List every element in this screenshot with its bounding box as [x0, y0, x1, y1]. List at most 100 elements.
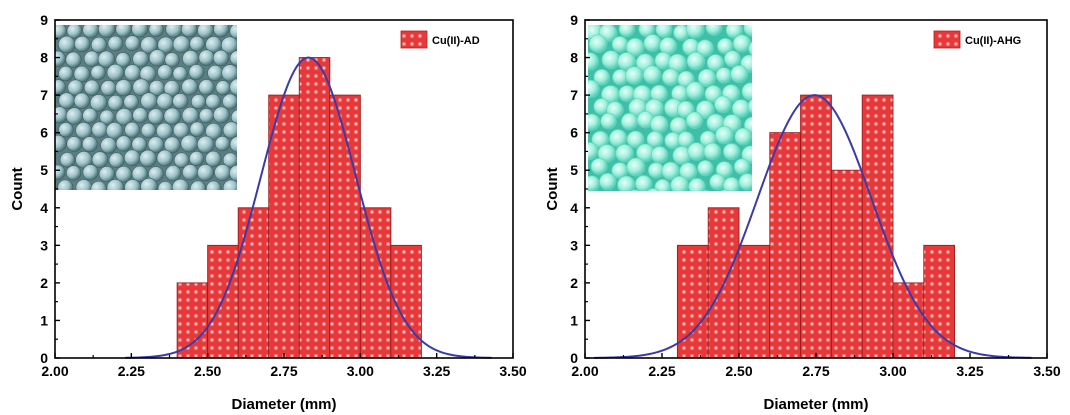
bead: [196, 135, 215, 154]
bead: [75, 122, 93, 140]
bead: [131, 165, 148, 182]
bead: [670, 175, 689, 191]
bead: [686, 51, 706, 71]
bead: [115, 79, 133, 97]
bead: [164, 52, 180, 68]
bead: [214, 136, 231, 152]
bead: [55, 25, 67, 39]
bead: [173, 152, 190, 169]
bead: [131, 25, 149, 38]
bead: [229, 164, 237, 182]
inset-photo: [55, 25, 237, 190]
bead: [617, 52, 636, 71]
bead: [620, 112, 639, 131]
bead: [722, 177, 740, 191]
histogram-bars: [676, 94, 956, 359]
bead: [97, 50, 116, 68]
x-axis-ticks: 2.00 2.25 2.50 2.75 3.00 3.25 3.50: [571, 353, 1061, 379]
x-tick-label: 2.25: [648, 363, 675, 379]
x-tick-label: 2.00: [571, 363, 598, 379]
bead: [717, 38, 734, 55]
bead: [82, 164, 99, 181]
bead: [730, 192, 748, 210]
histogram-bar-1: [176, 282, 209, 359]
bead: [617, 175, 636, 191]
bead: [89, 94, 108, 112]
y-tick-label: 3: [570, 237, 578, 253]
bead: [115, 25, 132, 38]
y-tick-label: 1: [40, 312, 48, 328]
bead: [123, 149, 141, 167]
bead: [608, 195, 624, 211]
y-tick-label: 3: [40, 237, 48, 253]
bead: [66, 25, 83, 39]
normal-fit-curve: [594, 94, 1032, 359]
bead: [165, 25, 183, 38]
histogram-bar-3: [237, 207, 270, 359]
bead: [55, 50, 66, 67]
bead: [55, 134, 67, 153]
bead: [157, 180, 174, 190]
histogram-bar-6: [830, 169, 863, 359]
bead: [156, 92, 174, 110]
bead: [629, 189, 640, 191]
bead: [221, 64, 237, 82]
y-tick-label: 8: [40, 50, 48, 66]
chart-panel-2: 2.00 2.25 2.50 2.75 3.00 3.25 3.50 0123456789 …: [544, 12, 1061, 413]
bead: [615, 144, 634, 163]
bead: [58, 92, 76, 110]
x-tick-label: 2.00: [41, 363, 68, 379]
bead: [651, 146, 669, 164]
bead: [198, 108, 215, 124]
bead: [123, 94, 139, 110]
bead: [205, 150, 222, 168]
x-tick-label: 3.25: [423, 363, 450, 379]
bead: [147, 108, 164, 125]
x-tick-label: 3.50: [499, 363, 526, 379]
y-tick-label: 4: [40, 200, 48, 216]
bead: [724, 50, 741, 68]
histogram-bar-4: [769, 132, 802, 359]
bead: [58, 122, 74, 138]
bead: [222, 152, 237, 168]
legend: Cu(II)-AHG: [933, 30, 1021, 49]
bead: [140, 122, 157, 139]
bead: [600, 112, 617, 130]
bead: [66, 136, 82, 152]
bead: [229, 136, 237, 153]
bead: [90, 180, 107, 190]
y-tick-label: 7: [40, 87, 48, 103]
y-axis-title: Count: [544, 167, 561, 210]
bead: [748, 41, 752, 56]
bead: [213, 106, 230, 124]
bead: [132, 107, 149, 124]
bead: [55, 79, 66, 95]
bead: [588, 113, 601, 131]
bead: [139, 149, 157, 168]
bead: [172, 35, 191, 54]
y-tick-label: 2: [570, 275, 578, 291]
bead: [90, 65, 106, 81]
bead: [669, 116, 688, 135]
bead: [222, 121, 237, 139]
bead: [107, 94, 124, 111]
bead: [157, 64, 174, 81]
bead: [703, 142, 722, 161]
bead: [163, 136, 181, 154]
y-tick-label: 0: [570, 350, 578, 366]
bead: [715, 67, 732, 84]
bead: [752, 131, 769, 148]
y-tick-label: 6: [570, 125, 578, 141]
y-tick-label: 6: [40, 125, 48, 141]
histogram-bar-7: [861, 94, 894, 359]
x-tick-label: 2.75: [270, 363, 297, 379]
bead: [685, 81, 705, 101]
bead: [214, 164, 232, 181]
bead: [626, 130, 645, 149]
bead: [57, 179, 74, 190]
bead: [90, 36, 108, 54]
bead: [229, 78, 237, 96]
y-tick-label: 4: [570, 200, 578, 216]
bead: [188, 64, 205, 80]
bead: [58, 65, 74, 82]
